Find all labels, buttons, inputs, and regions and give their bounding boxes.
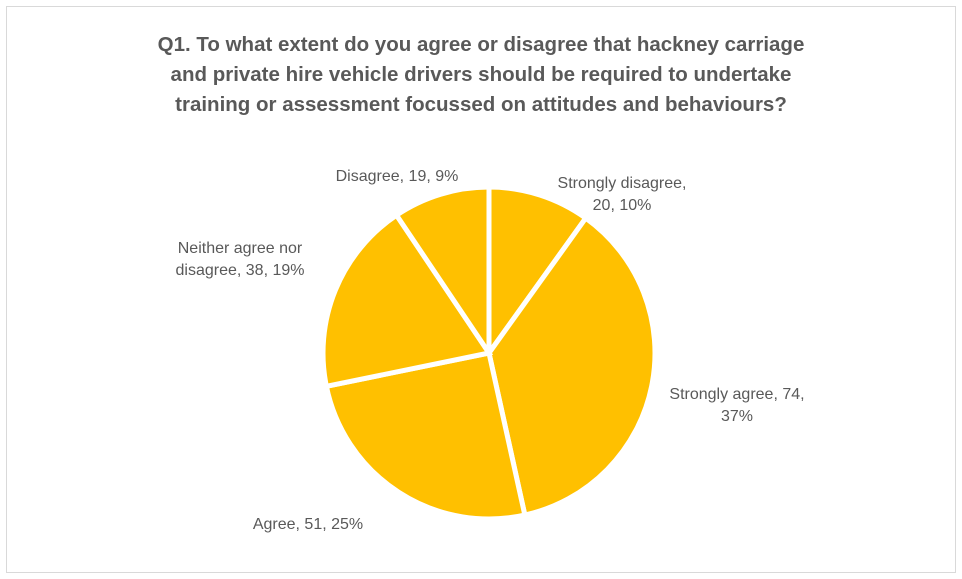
chart-title-line-2: and private hire vehicle drivers should … bbox=[170, 63, 792, 86]
data-label-line: Neither agree nor bbox=[178, 240, 303, 257]
data-label-line: Strongly disagree, bbox=[558, 175, 687, 192]
data-label-line: Disagree, 19, 9% bbox=[336, 168, 459, 185]
data-label-disagree: Disagree, 19, 9% bbox=[336, 168, 459, 185]
data-label-line: disagree, 38, 19% bbox=[176, 262, 305, 279]
data-label-neither-agree-nor-disagree: Neither agree nor disagree, 38, 19% bbox=[176, 240, 305, 279]
data-label-line: Agree, 51, 25% bbox=[253, 516, 363, 533]
data-label-strongly-agree: Strongly agree, 74, 37% bbox=[669, 386, 804, 425]
data-label-strongly-disagree: Strongly disagree, 20, 10% bbox=[558, 175, 687, 214]
chart-title: Q1. To what extent do you agree or disag… bbox=[0, 30, 962, 120]
data-label-line: 20, 10% bbox=[593, 197, 652, 214]
data-label-line: 37% bbox=[721, 408, 753, 425]
chart-title-line-1: Q1. To what extent do you agree or disag… bbox=[157, 33, 805, 56]
pie-slice-strongly-agree bbox=[486, 214, 658, 519]
pie-slice-disagree bbox=[393, 184, 492, 362]
pie-data-labels: Strongly disagree, 20, 10% Strongly agree,… bbox=[176, 168, 805, 533]
data-label-line: Strongly agree, 74, bbox=[669, 386, 804, 403]
data-label-agree: Agree, 51, 25% bbox=[253, 516, 363, 533]
pie-slice-neither-agree-nor-disagree bbox=[320, 211, 494, 390]
pie-slice-agree bbox=[323, 350, 528, 522]
pie-slices bbox=[320, 184, 658, 522]
pie-slice-strongly-disagree bbox=[486, 184, 590, 361]
chart-title-line-3: training or assessment focussed on attit… bbox=[175, 93, 787, 116]
